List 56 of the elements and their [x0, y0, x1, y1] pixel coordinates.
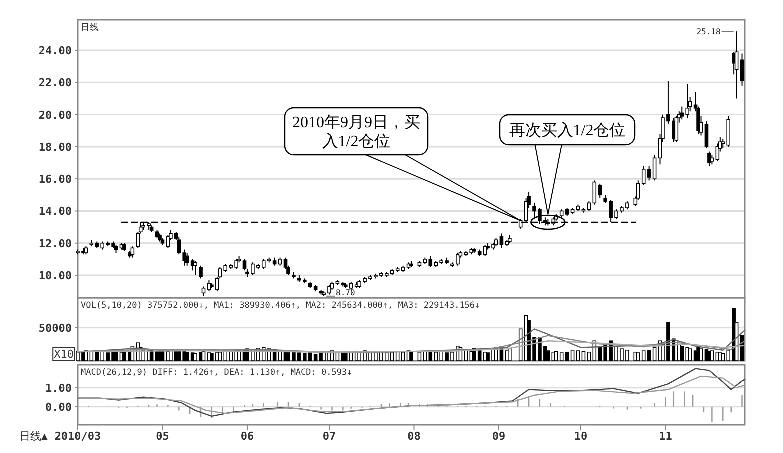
bar	[688, 348, 692, 362]
text: X10	[54, 348, 74, 361]
candlestick	[587, 201, 592, 212]
candlestick	[652, 154, 657, 182]
candlestick	[674, 116, 679, 143]
x-tick-label: 09	[492, 430, 506, 443]
bar	[582, 351, 586, 362]
y-tick-label: 20.00	[38, 108, 72, 122]
y-tick-label: 0.00	[46, 400, 72, 414]
bar	[576, 350, 580, 362]
candlestick	[185, 252, 190, 266]
candlestick	[710, 154, 714, 166]
y-tick-label: 1.00	[46, 382, 72, 395]
candlestick	[734, 31, 739, 100]
y-tick-label: 16.00	[38, 173, 72, 186]
y-tick-label: 14.00	[38, 205, 72, 218]
candlestick	[740, 53, 744, 86]
candlestick	[194, 260, 198, 276]
y-tick-label: 10.00	[38, 270, 72, 283]
x-tick-label: 05	[156, 430, 170, 443]
bar	[652, 347, 657, 362]
y-tick-label: 12.00	[38, 237, 72, 250]
bar	[202, 351, 206, 362]
candlestick	[202, 286, 206, 297]
candlestick	[130, 246, 135, 258]
bar	[699, 348, 704, 362]
bar	[210, 353, 214, 362]
bar	[587, 352, 592, 362]
bar	[570, 350, 575, 362]
annotation: 2010年9月9日，买入1/2仓位	[292, 114, 420, 150]
x-tick-label: 08	[408, 430, 421, 443]
text: 日线▲	[19, 430, 48, 443]
chart-title: 日线	[81, 22, 99, 33]
y-tick-label: 24.00	[38, 44, 72, 58]
candlestick	[500, 233, 504, 249]
annotation: 再次买入1/2仓位	[509, 122, 626, 140]
candlestick	[708, 151, 712, 167]
bar	[508, 348, 512, 362]
annotation: 8.70	[336, 288, 356, 298]
x-tick-label: 07	[322, 430, 336, 443]
y-tick-label: 18.00	[38, 140, 72, 154]
bar	[185, 352, 190, 362]
bar	[565, 352, 570, 362]
candlestick	[704, 120, 709, 150]
y-tick-label: 22.00	[38, 76, 72, 90]
annotation: 25.18	[696, 28, 721, 37]
bar	[710, 350, 714, 362]
x-tick-label: 06	[240, 430, 254, 443]
x-tick-label: 11	[659, 430, 673, 443]
x-tick-label: 10	[574, 430, 588, 443]
chart-title: VOL(5,10,20) 375752.000↓, MA1: 389930.406↑, MA2: 245634.000↑, MA3: 229143.156↓	[81, 301, 480, 311]
chart-title: MACD(26,12,9) DIFF: 1.426↑, DEA: 1.130↑, MACD: 0.593↓	[81, 368, 352, 378]
x-tick-label: 2010/03	[54, 430, 102, 443]
candlestick	[199, 265, 203, 280]
y-tick-label: 50000	[38, 322, 72, 335]
line-series	[77, 376, 746, 414]
